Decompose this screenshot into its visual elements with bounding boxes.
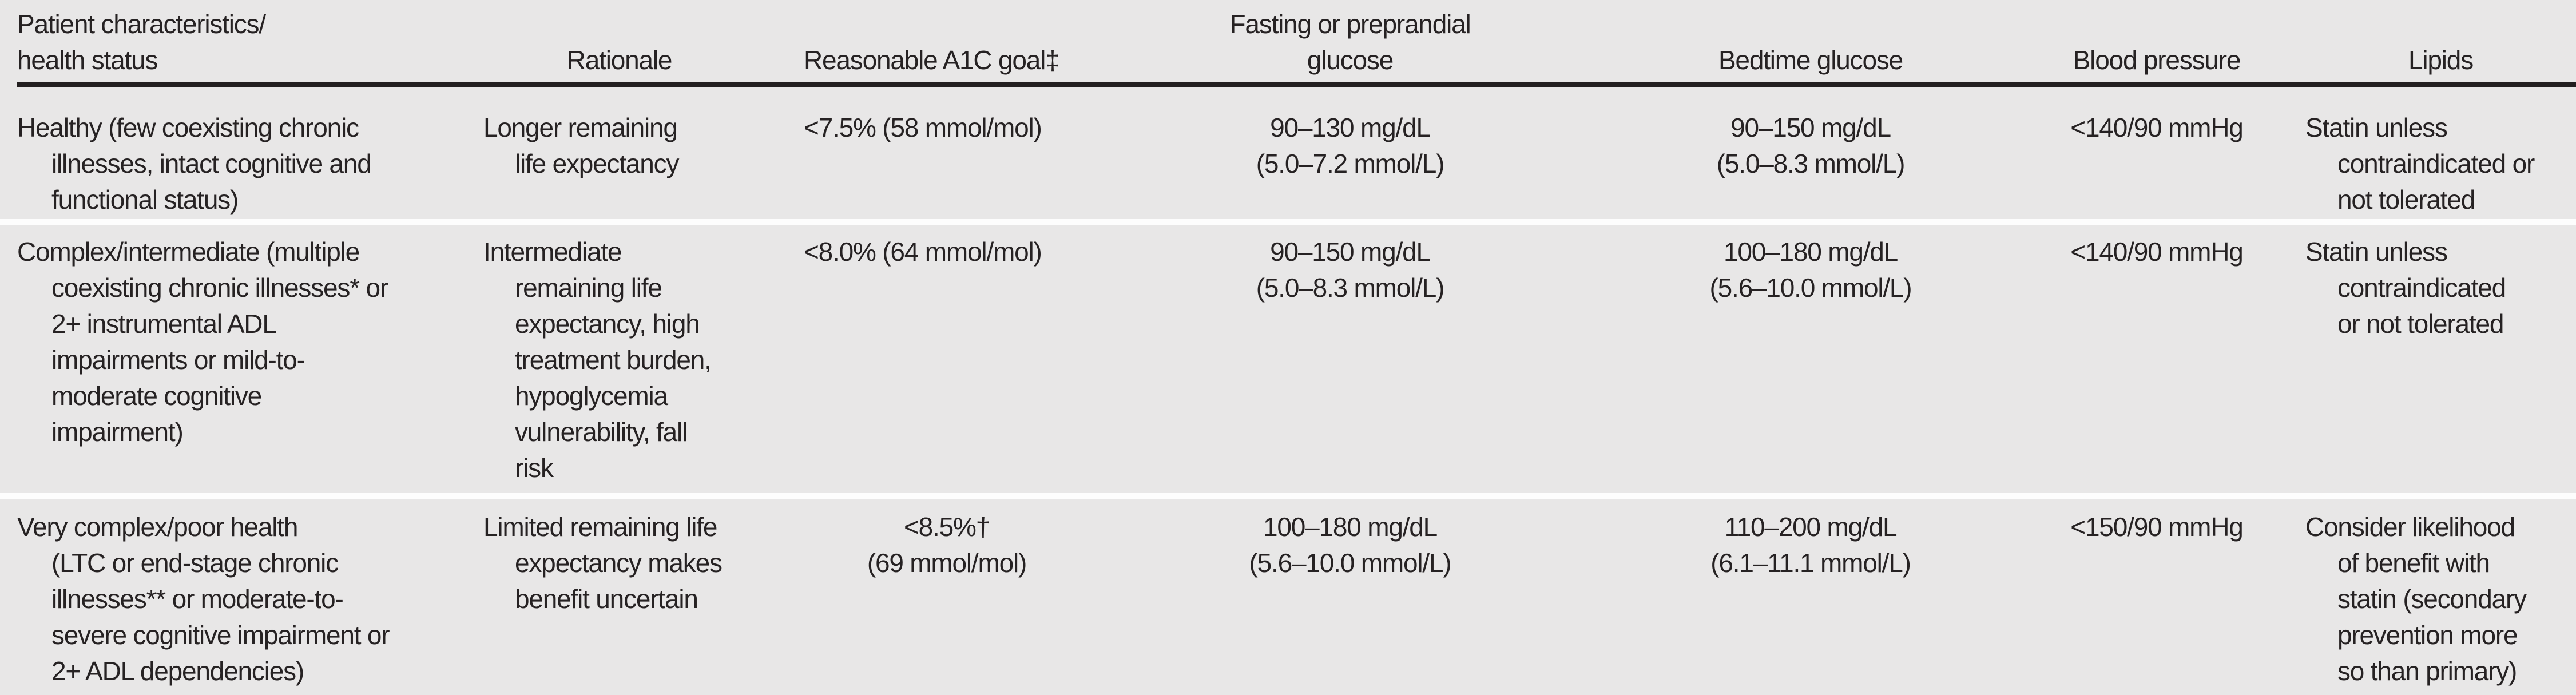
column-header-rationale: Rationale [566, 45, 673, 75]
cell-healthy-bedtime-glucose: 90–150 mg/dL (5.0–8.3 mmol/L) [1716, 113, 1906, 178]
cell-very-complex-rationale: Limited remaining life expectancy makes … [483, 512, 723, 614]
column-header-patient-characteristics: Patient characteristics/ health status [17, 9, 266, 75]
cell-complex-rationale: Intermediate remaining life expectancy, … [483, 237, 712, 483]
cell-very-complex-lipids: Consider likelihood of benefit with stat… [2305, 512, 2527, 686]
cell-complex-characteristics: Complex/intermediate (multiple coexistin… [17, 237, 388, 447]
cell-very-complex-a1c-goal: <8.5%† (69 mmol/mol) [867, 512, 1027, 578]
cell-healthy-fasting-glucose: 90–130 mg/dL (5.0–7.2 mmol/L) [1256, 113, 1445, 178]
cell-healthy-characteristics: Healthy (few coexisting chronic illnesse… [17, 113, 372, 215]
cell-complex-a1c-goal: <8.0% (64 mmol/mol) [804, 237, 1042, 267]
cell-complex-blood-pressure: <140/90 mmHg [2070, 237, 2244, 267]
cell-very-complex-fasting-glucose: 100–180 mg/dL (5.6–10.0 mmol/L) [1249, 512, 1452, 578]
cell-healthy-rationale: Longer remaining life expectancy [483, 113, 679, 178]
header-rule [17, 82, 2576, 87]
row-separator [0, 219, 2576, 225]
column-header-fasting-glucose: Fasting or preprandial glucose [1229, 9, 1471, 75]
cell-very-complex-blood-pressure: <150/90 mmHg [2070, 512, 2244, 542]
cell-healthy-a1c-goal: <7.5% (58 mmol/mol) [804, 113, 1042, 142]
cell-very-complex-characteristics: Very complex/poor health (LTC or end-sta… [17, 512, 390, 686]
column-header-bedtime-glucose: Bedtime glucose [1718, 45, 1903, 75]
cell-healthy-blood-pressure: <140/90 mmHg [2070, 113, 2244, 142]
cell-healthy-lipids: Statin unless contraindicated or not tol… [2305, 113, 2535, 215]
column-header-lipids: Lipids [2408, 45, 2474, 75]
column-header-a1c-goal: Reasonable A1C goal‡ [804, 45, 1060, 75]
cell-complex-lipids: Statin unless contraindicated or not tol… [2305, 237, 2506, 339]
column-header-blood-pressure: Blood pressure [2073, 45, 2241, 75]
cell-complex-fasting-glucose: 90–150 mg/dL (5.0–8.3 mmol/L) [1256, 237, 1445, 303]
cell-very-complex-bedtime-glucose: 110–200 mg/dL (6.1–11.1 mmol/L) [1710, 512, 1911, 578]
cell-complex-bedtime-glucose: 100–180 mg/dL (5.6–10.0 mmol/L) [1709, 237, 1912, 303]
row-separator [0, 493, 2576, 499]
